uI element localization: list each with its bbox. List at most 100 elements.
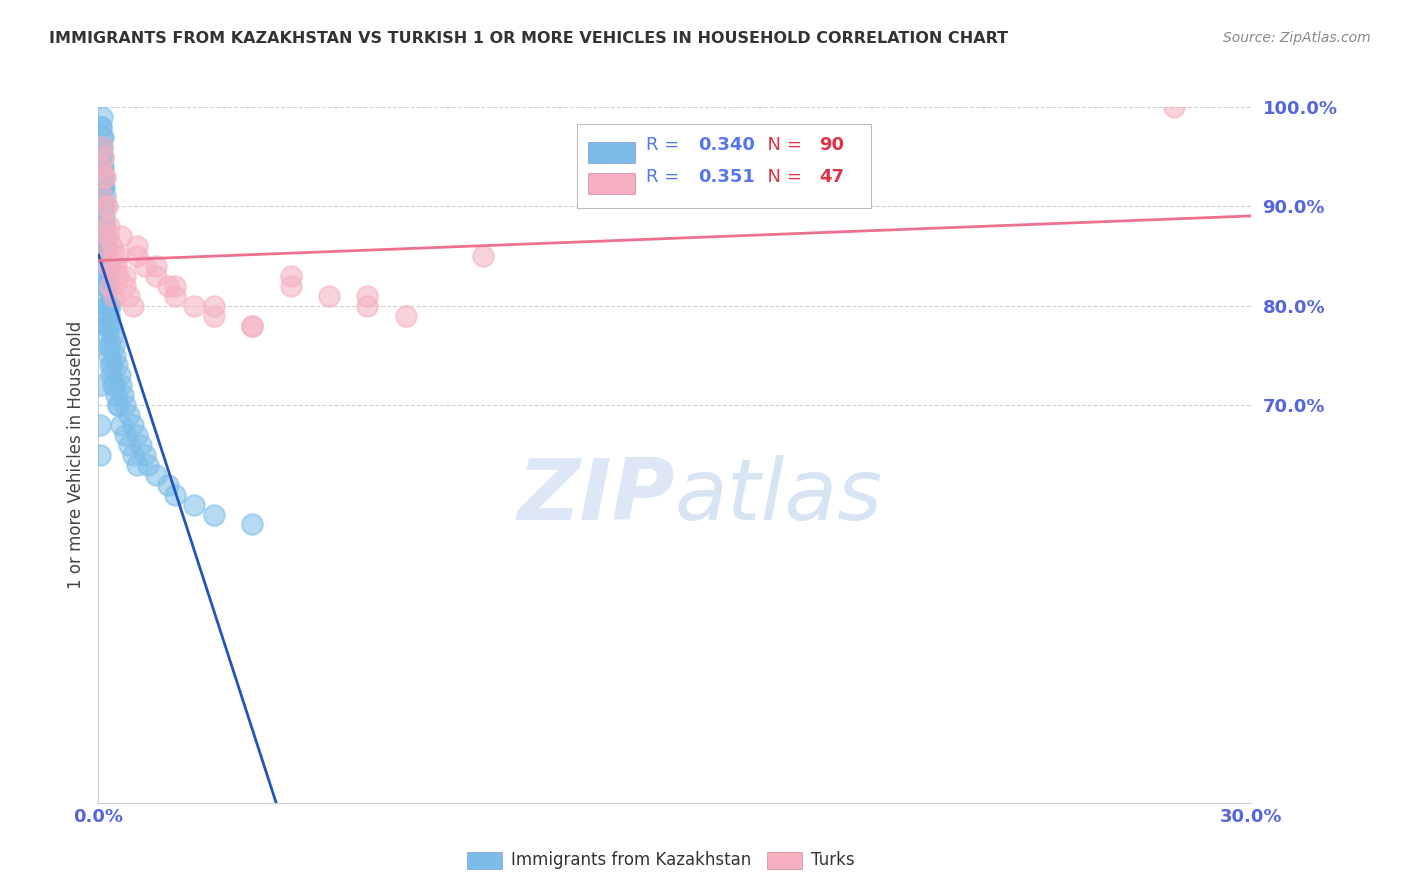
Point	[93, 219, 115, 234]
Point	[91, 150, 114, 164]
Bar	[588, 142, 634, 162]
Point	[103, 378, 125, 392]
Point	[145, 268, 167, 283]
Point	[89, 448, 111, 462]
Point	[156, 279, 179, 293]
Point	[107, 398, 129, 412]
Point	[98, 279, 121, 293]
Point	[90, 169, 112, 184]
Point	[90, 120, 112, 134]
Point	[240, 318, 263, 333]
Point	[94, 219, 117, 234]
Point	[93, 229, 115, 244]
Point	[108, 368, 131, 383]
Point	[91, 140, 114, 154]
Point	[103, 349, 125, 363]
Point	[94, 239, 117, 253]
Point	[91, 140, 114, 154]
Point	[240, 318, 263, 333]
FancyBboxPatch shape	[576, 124, 870, 208]
Point	[280, 279, 302, 293]
Point	[110, 229, 132, 244]
Bar	[768, 852, 801, 869]
Point	[101, 328, 124, 343]
Point	[93, 249, 115, 263]
Point	[93, 219, 115, 234]
Point	[104, 259, 127, 273]
Point	[93, 169, 115, 184]
Point	[114, 398, 136, 412]
Text: Turks: Turks	[811, 851, 855, 869]
Point	[103, 289, 125, 303]
Point	[101, 239, 124, 253]
Point	[98, 219, 121, 234]
Point	[118, 438, 141, 452]
Text: 0.351: 0.351	[697, 168, 755, 186]
Text: 47: 47	[818, 168, 844, 186]
Point	[112, 388, 135, 402]
Point	[90, 120, 112, 134]
Point	[90, 129, 112, 144]
Point	[98, 318, 121, 333]
Point	[97, 268, 120, 283]
Point	[98, 359, 121, 373]
Point	[125, 249, 148, 263]
Point	[110, 418, 132, 433]
Point	[91, 189, 114, 203]
Point	[98, 338, 121, 352]
Text: 90: 90	[818, 136, 844, 154]
Point	[107, 398, 129, 412]
Point	[125, 428, 148, 442]
Point	[96, 259, 118, 273]
Point	[134, 448, 156, 462]
Point	[101, 359, 124, 373]
Text: Immigrants from Kazakhstan: Immigrants from Kazakhstan	[512, 851, 751, 869]
Point	[1163, 100, 1185, 114]
Point	[91, 179, 114, 194]
Point	[90, 378, 112, 392]
Point	[93, 179, 115, 194]
Point	[280, 268, 302, 283]
Point	[103, 249, 125, 263]
Y-axis label: 1 or more Vehicles in Household: 1 or more Vehicles in Household	[66, 321, 84, 589]
Point	[129, 438, 152, 452]
Bar	[588, 173, 634, 194]
Point	[97, 328, 120, 343]
Point	[96, 199, 118, 213]
Point	[105, 359, 128, 373]
Point	[98, 349, 121, 363]
Point	[94, 169, 117, 184]
Point	[165, 488, 187, 502]
Point	[202, 309, 225, 323]
Text: ZIP: ZIP	[517, 455, 675, 538]
Point	[138, 458, 160, 472]
Point	[145, 467, 167, 482]
Point	[91, 110, 114, 124]
Point	[91, 219, 114, 234]
Point	[114, 428, 136, 442]
Point	[90, 140, 112, 154]
Point	[91, 179, 114, 194]
Point	[156, 477, 179, 491]
Point	[97, 259, 120, 273]
Point	[94, 279, 117, 293]
Point	[94, 229, 117, 244]
Point	[93, 160, 115, 174]
Point	[114, 279, 136, 293]
Point	[122, 299, 145, 313]
Point	[94, 249, 117, 263]
Point	[96, 309, 118, 323]
Point	[93, 189, 115, 203]
Point	[94, 259, 117, 273]
Point	[94, 268, 117, 283]
Point	[93, 199, 115, 213]
Point	[356, 299, 378, 313]
Point	[97, 309, 120, 323]
Point	[145, 259, 167, 273]
Point	[91, 169, 114, 184]
Text: R =: R =	[647, 168, 685, 186]
Point	[122, 418, 145, 433]
Text: R =: R =	[647, 136, 685, 154]
Text: 0.340: 0.340	[697, 136, 755, 154]
Point	[183, 299, 205, 313]
